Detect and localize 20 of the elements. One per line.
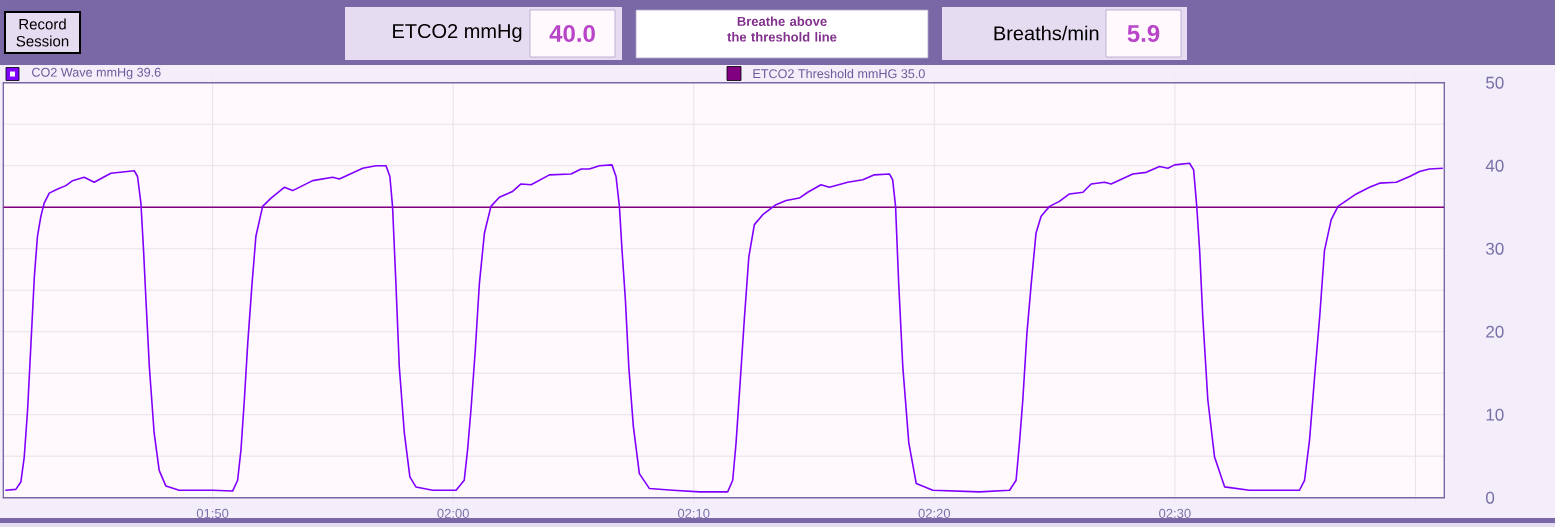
- y-tick-label: 10: [1486, 408, 1504, 421]
- y-tick-label: 0: [1486, 491, 1495, 504]
- text: Breaths/min: [994, 25, 1099, 41]
- text: Record Session: [16, 18, 69, 47]
- y-tick-label: 40: [1485, 159, 1504, 172]
- text: Breathe above the threshold line: [727, 16, 837, 42]
- y-tick-label: 50: [1486, 76, 1504, 89]
- text: 40.0: [549, 25, 595, 42]
- x-tick-label: 02:20: [918, 508, 951, 518]
- x-tick-label: 02:00: [437, 508, 469, 518]
- text: ETCO2 mmHg: [393, 23, 522, 43]
- x-tick-label: 01:50: [196, 508, 229, 518]
- legend-label: ETCO2 Threshold mmHG 35.0: [753, 68, 925, 79]
- y-tick-label: 20: [1486, 325, 1504, 338]
- y-tick-label: 30: [1486, 242, 1504, 255]
- x-tick-label: 02:10: [677, 508, 710, 518]
- x-tick-label: 02:30: [1159, 508, 1191, 518]
- legend-label: CO2 Wave mmHg 39.6: [32, 67, 161, 80]
- text: 5.9: [1127, 25, 1160, 42]
- line-series: [4, 162, 1444, 493]
